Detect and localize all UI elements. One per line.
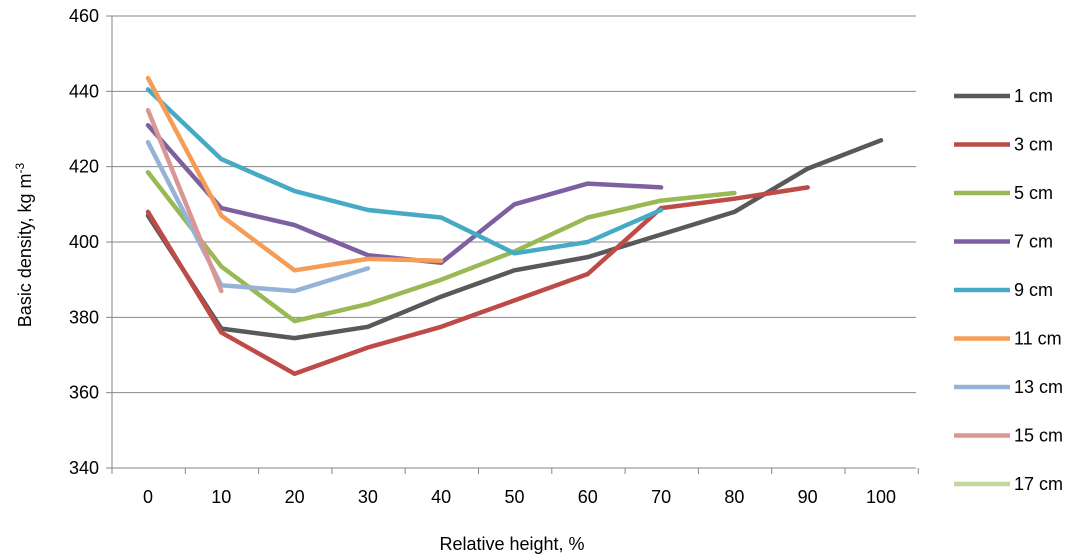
gridlines: [106, 15, 916, 469]
series-line-5-cm: [145, 170, 737, 324]
y-tick-label-340: 340: [69, 458, 99, 478]
legend-label-1-cm: 1 cm: [1014, 86, 1053, 106]
legend-label-3-cm: 3 cm: [1014, 135, 1053, 155]
legend-label-5-cm: 5 cm: [1014, 183, 1053, 203]
series-line-11-cm: [145, 75, 444, 273]
x-tick-labels: 0 10 20 30 40 50 60 70 80 90 100: [143, 487, 896, 507]
y-tick-label-380: 380: [69, 307, 99, 327]
series-line-15-cm: [145, 107, 224, 294]
series-line-1-cm: [145, 138, 884, 341]
x-tick-label-50: 50: [504, 487, 524, 507]
legend: 1 cm 3 cm 5 cm 7 cm 9 cm 11 cm 13 cm 15 cm 17 cm: [954, 86, 1063, 494]
legend-label-7-cm: 7 cm: [1014, 232, 1053, 252]
x-tick-label-100: 100: [866, 487, 896, 507]
y-tick-label-460: 460: [69, 6, 99, 26]
x-tick-label-0: 0: [143, 487, 153, 507]
x-tick-label-70: 70: [651, 487, 671, 507]
legend-label-17-cm: 17 cm: [1014, 474, 1063, 494]
x-tick-label-10: 10: [211, 487, 231, 507]
y-axis-title: Basic density, kg m-3: [13, 162, 35, 327]
x-tick-label-60: 60: [578, 487, 598, 507]
x-tick-label-90: 90: [798, 487, 818, 507]
y-tick-labels: 340 360 380 400 420 440 460: [69, 6, 99, 478]
series-lines: [145, 75, 884, 377]
y-tick-label-400: 400: [69, 232, 99, 252]
y-tick-label-360: 360: [69, 383, 99, 403]
y-tick-label-440: 440: [69, 81, 99, 101]
series-line-9-cm: [145, 87, 664, 256]
y-axis-title-main: Basic density, kg m: [15, 173, 35, 327]
x-tick-label-80: 80: [724, 487, 744, 507]
x-tick-label-20: 20: [285, 487, 305, 507]
axes: [111, 16, 919, 474]
x-tick-label-30: 30: [358, 487, 378, 507]
legend-label-15-cm: 15 cm: [1014, 426, 1063, 446]
series-line-3-cm: [145, 185, 810, 377]
x-axis-title: Relative height, %: [439, 534, 584, 554]
legend-label-11-cm: 11 cm: [1014, 329, 1062, 349]
y-axis-title-superscript: -3: [13, 162, 27, 173]
legend-label-13-cm: 13 cm: [1014, 377, 1063, 397]
series-line-13-cm: [145, 139, 371, 294]
y-tick-label-420: 420: [69, 157, 99, 177]
x-tick-label-40: 40: [431, 487, 451, 507]
legend-label-9-cm: 9 cm: [1014, 280, 1053, 300]
